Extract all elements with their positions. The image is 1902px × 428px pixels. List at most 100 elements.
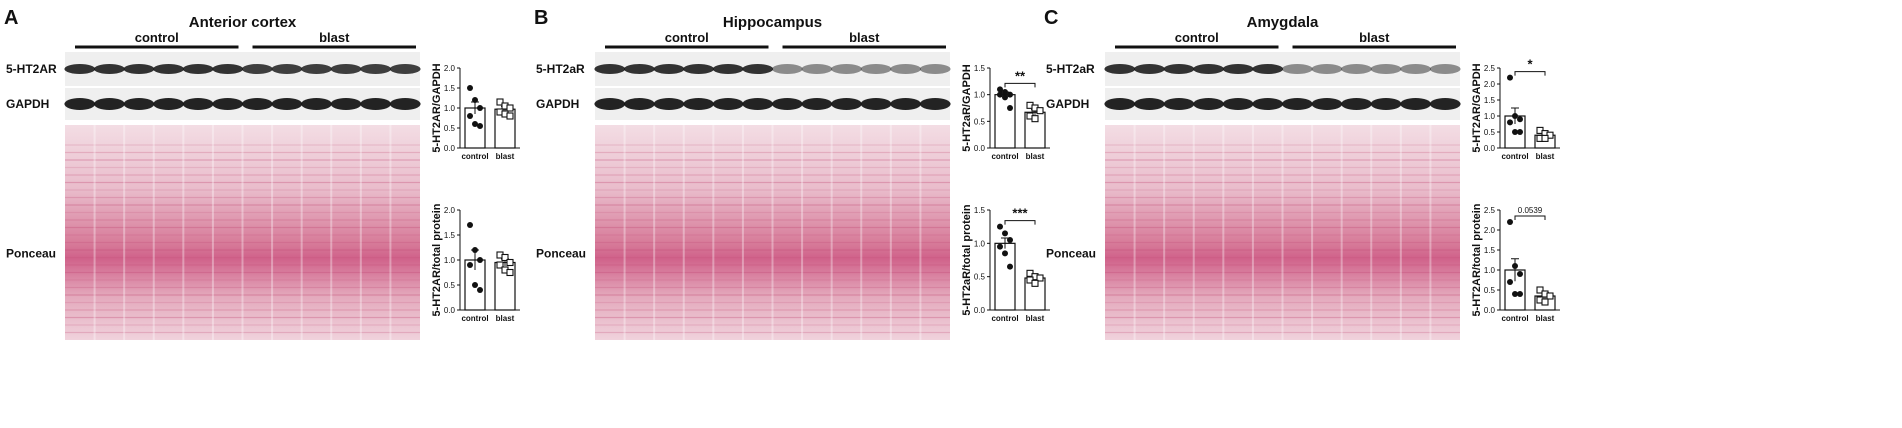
blot-band xyxy=(241,64,273,74)
blot-band xyxy=(182,64,214,74)
blot-band xyxy=(623,98,655,110)
data-point xyxy=(1007,237,1013,243)
data-point xyxy=(1007,263,1013,270)
data-point xyxy=(506,268,514,277)
blot-band xyxy=(1222,64,1254,74)
y-tick-label: 1.5 xyxy=(444,84,456,93)
y-tick-label: 0.0 xyxy=(974,144,986,153)
data-point xyxy=(997,243,1003,250)
significance-label: 0.0539 xyxy=(1518,206,1543,215)
blot-band xyxy=(801,98,833,110)
blot-band xyxy=(1429,64,1461,74)
data-point xyxy=(1512,113,1518,119)
data-point xyxy=(1031,115,1039,123)
panel-letter: A xyxy=(4,7,18,29)
blot-band xyxy=(742,98,774,110)
x-tick-label: control xyxy=(1501,152,1528,161)
significance-bracket xyxy=(1514,71,1546,76)
blot-band xyxy=(1311,98,1343,110)
data-point xyxy=(1007,105,1013,111)
data-point xyxy=(1541,298,1549,306)
blot-band xyxy=(271,64,303,74)
data-point xyxy=(1002,250,1008,257)
blot-band xyxy=(1104,98,1136,110)
blot-band xyxy=(712,98,744,110)
y-tick-label: 1.5 xyxy=(1484,246,1496,255)
data-point xyxy=(997,86,1003,93)
panel-title: Amygdala xyxy=(1247,14,1319,31)
data-point xyxy=(1007,91,1013,98)
blot-band xyxy=(1370,64,1402,74)
x-tick-label: control xyxy=(461,152,488,161)
data-point xyxy=(1031,279,1039,287)
data-point xyxy=(472,282,478,288)
blot-band xyxy=(241,98,273,110)
blot-band xyxy=(1163,64,1195,74)
x-tick-label: blast xyxy=(496,314,515,323)
y-tick-label: 0.5 xyxy=(1484,128,1496,137)
blot-label: GAPDH xyxy=(6,97,49,111)
group-label: control xyxy=(135,30,179,45)
blot-label: Ponceau xyxy=(1046,247,1096,261)
blot-band xyxy=(1222,98,1254,110)
y-tick-label: 0.5 xyxy=(1484,286,1496,295)
blot-band xyxy=(153,64,184,74)
y-axis-label: 5-HT2aR/GAPDH xyxy=(961,64,973,151)
panel-letter: C xyxy=(1044,7,1058,29)
ponceau-stain xyxy=(595,125,950,340)
data-point xyxy=(1036,274,1044,282)
y-tick-label: 1.0 xyxy=(974,239,986,248)
significance-bracket xyxy=(1514,215,1546,220)
blot-band xyxy=(301,64,332,74)
y-tick-label: 0.0 xyxy=(444,306,456,315)
data-point xyxy=(1002,230,1008,237)
x-tick-label: control xyxy=(991,314,1018,323)
y-tick-label: 0.0 xyxy=(974,306,986,315)
data-point xyxy=(997,91,1003,98)
y-axis-label: 5-HT2AR/GAPDH xyxy=(431,63,443,152)
panel-title: Anterior cortex xyxy=(189,14,297,31)
blot-band xyxy=(93,98,125,110)
blot-band xyxy=(1193,98,1224,110)
data-point xyxy=(1517,271,1523,277)
x-tick-label: blast xyxy=(1026,152,1045,161)
data-point xyxy=(1536,286,1544,294)
x-tick-label: blast xyxy=(1536,314,1555,323)
significance-label: *** xyxy=(1012,206,1028,221)
blot-band xyxy=(301,98,332,110)
x-tick-label: control xyxy=(991,152,1018,161)
blot-band xyxy=(64,98,96,110)
y-tick-label: 0.5 xyxy=(444,124,456,133)
data-point xyxy=(467,262,473,268)
data-point xyxy=(1546,292,1554,300)
blot-band xyxy=(330,98,362,110)
blot-label: GAPDH xyxy=(536,97,579,111)
blot-band xyxy=(1341,64,1372,74)
data-point xyxy=(467,222,473,228)
blot-band xyxy=(653,98,685,110)
data-point xyxy=(1541,134,1549,142)
x-tick-label: control xyxy=(461,314,488,323)
data-point xyxy=(496,261,504,269)
blot-band xyxy=(1281,64,1313,74)
blot-band xyxy=(1429,98,1461,110)
y-tick-label: 2.5 xyxy=(1484,64,1496,73)
data-point xyxy=(997,223,1003,230)
blot-band xyxy=(683,98,714,110)
blot-band xyxy=(212,98,244,110)
blot-band xyxy=(1370,98,1402,110)
panel-letter: B xyxy=(534,7,548,29)
data-point xyxy=(472,121,478,127)
data-point xyxy=(1512,129,1518,135)
blot-band xyxy=(1281,98,1313,110)
data-point xyxy=(1517,116,1523,123)
data-point xyxy=(1507,119,1513,126)
blot-band xyxy=(123,98,155,110)
y-tick-label: 2.0 xyxy=(444,206,456,215)
blot-band xyxy=(93,64,125,74)
y-axis-label: 5-HT2AR/GAPDH xyxy=(1471,63,1483,152)
blot-band xyxy=(919,98,951,110)
significance-label: * xyxy=(1527,57,1533,72)
x-tick-label: blast xyxy=(1026,314,1045,323)
blot-band xyxy=(831,64,862,74)
